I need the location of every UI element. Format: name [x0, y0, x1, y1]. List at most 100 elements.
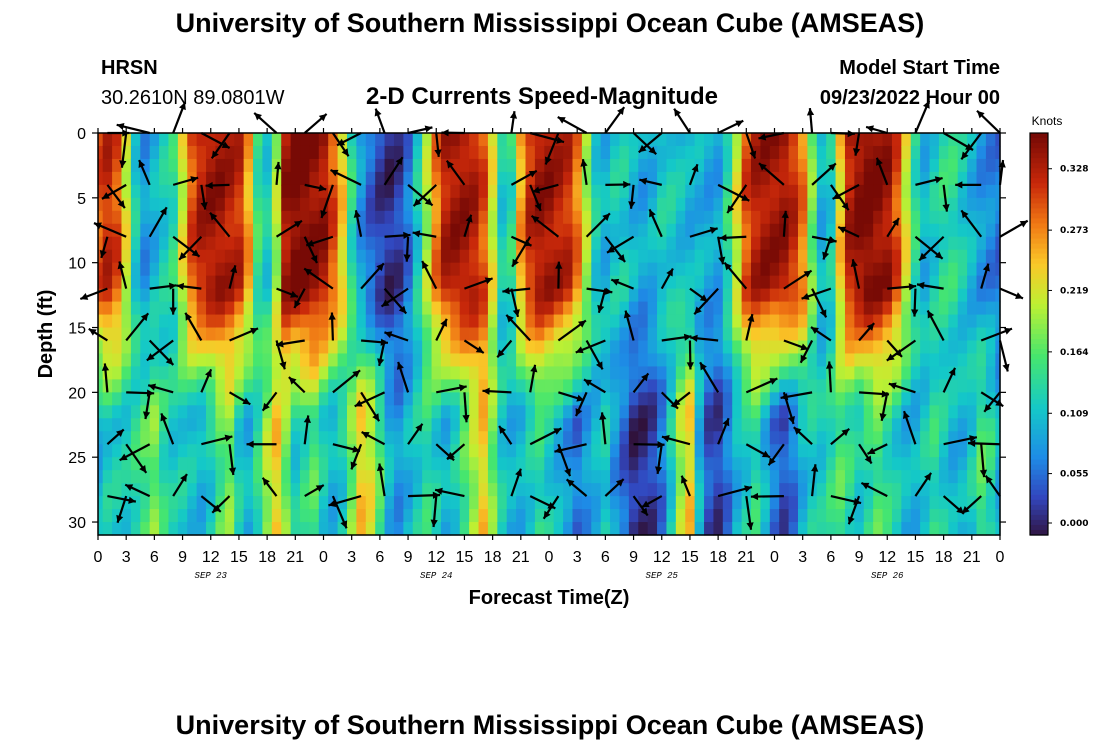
heatmap-cell	[685, 496, 696, 510]
heatmap-cell	[694, 522, 705, 536]
heatmap-cell	[732, 392, 743, 406]
heatmap-cell	[487, 392, 498, 406]
heatmap-cell	[393, 171, 404, 186]
heatmap-cell	[384, 418, 395, 432]
heatmap-cell	[356, 444, 367, 458]
heatmap-cell	[506, 249, 517, 264]
heatmap-cell	[403, 223, 414, 238]
heatmap-cell	[901, 496, 912, 510]
current-vector	[810, 464, 819, 497]
heatmap-cell	[967, 171, 978, 186]
heatmap-cell	[826, 288, 837, 303]
heatmap-cell	[938, 496, 949, 510]
heatmap-cell	[253, 210, 264, 225]
heatmap-cell	[826, 444, 837, 458]
current-vector	[887, 283, 917, 291]
colorbar-segment	[1030, 454, 1048, 461]
heatmap-cell	[948, 470, 959, 484]
heatmap-cell	[835, 431, 846, 445]
heatmap-cell	[112, 275, 123, 290]
heatmap-cell	[544, 496, 555, 510]
heatmap-cell	[826, 522, 837, 536]
current-vector	[328, 495, 362, 507]
heatmap-cell	[544, 444, 555, 458]
vector-head	[424, 198, 433, 206]
heatmap-cell	[281, 405, 292, 419]
heatmap-cell	[732, 418, 743, 432]
heatmap-cell	[300, 509, 311, 523]
heatmap-cell	[149, 366, 160, 380]
heatmap-cell	[412, 392, 423, 406]
heatmap-cell	[863, 197, 874, 212]
heatmap-cell	[628, 288, 639, 303]
heatmap-cell	[525, 314, 536, 329]
heatmap-cell	[910, 431, 921, 445]
heatmap-cell	[281, 197, 292, 212]
heatmap-cell	[121, 145, 132, 160]
current-vector	[960, 132, 983, 161]
current-vector	[529, 427, 562, 446]
heatmap-cell	[751, 288, 762, 303]
heatmap-cell	[976, 236, 987, 251]
vector-head	[948, 367, 956, 376]
heatmap-cell	[788, 197, 799, 212]
heatmap-cell	[675, 457, 686, 471]
heatmap-cell	[253, 236, 264, 251]
heatmap-cell	[253, 171, 264, 186]
heatmap-cell	[375, 483, 386, 497]
heatmap-cell	[516, 379, 527, 393]
heatmap-cell	[450, 483, 461, 497]
heatmap-cell	[177, 197, 188, 212]
current-vector	[879, 392, 889, 422]
heatmap-cell	[985, 197, 996, 212]
heatmap-cell	[159, 392, 170, 406]
heatmap-cell	[365, 171, 376, 186]
vector-head	[838, 226, 847, 234]
heatmap-cell	[224, 392, 235, 406]
heatmap-cell	[544, 405, 555, 419]
heatmap-cell	[760, 457, 771, 471]
heatmap-cell	[976, 171, 987, 186]
heatmap-cell	[525, 418, 536, 432]
heatmap-cell	[544, 197, 555, 212]
heatmap-cell	[281, 353, 292, 368]
heatmap-cell	[328, 353, 339, 368]
heatmap-cell	[478, 288, 489, 303]
vector-head	[279, 361, 287, 370]
date-label: SEP 26	[871, 571, 904, 581]
heatmap-cell	[901, 145, 912, 160]
heatmap-cell	[356, 210, 367, 225]
heatmap-cell	[112, 197, 123, 212]
heatmap-cell	[271, 210, 282, 225]
x-tick-label: 15	[681, 549, 699, 566]
heatmap-cell	[365, 184, 376, 199]
heatmap-cell	[544, 301, 555, 316]
heatmap-cell	[318, 197, 329, 212]
heatmap-cell	[553, 223, 564, 238]
heatmap-cell	[177, 158, 188, 173]
heatmap-cell	[704, 392, 715, 406]
heatmap-cell	[497, 470, 508, 484]
heatmap-cell	[844, 418, 855, 432]
heatmap-cell	[243, 275, 254, 290]
heatmap-cell	[469, 145, 480, 160]
heatmap-cell	[619, 379, 630, 393]
current-vector	[943, 435, 978, 446]
heatmap-cell	[506, 353, 517, 368]
heatmap-cell	[497, 444, 508, 458]
heatmap-cell	[478, 171, 489, 186]
heatmap-cell	[487, 340, 498, 355]
heatmap-cell	[769, 483, 780, 497]
heatmap-cell	[300, 210, 311, 225]
heatmap-cell	[516, 470, 527, 484]
heatmap-cell	[788, 327, 799, 342]
heatmap-cell	[534, 405, 545, 419]
heatmap-cell	[450, 470, 461, 484]
heatmap-cell	[309, 366, 320, 380]
heatmap-cell	[826, 145, 837, 160]
heatmap-cell	[619, 509, 630, 523]
colorbar-tick-label: 0.219	[1060, 286, 1088, 296]
heatmap-cell	[666, 509, 677, 523]
current-vector	[261, 391, 278, 412]
heatmap-cell	[177, 444, 188, 458]
